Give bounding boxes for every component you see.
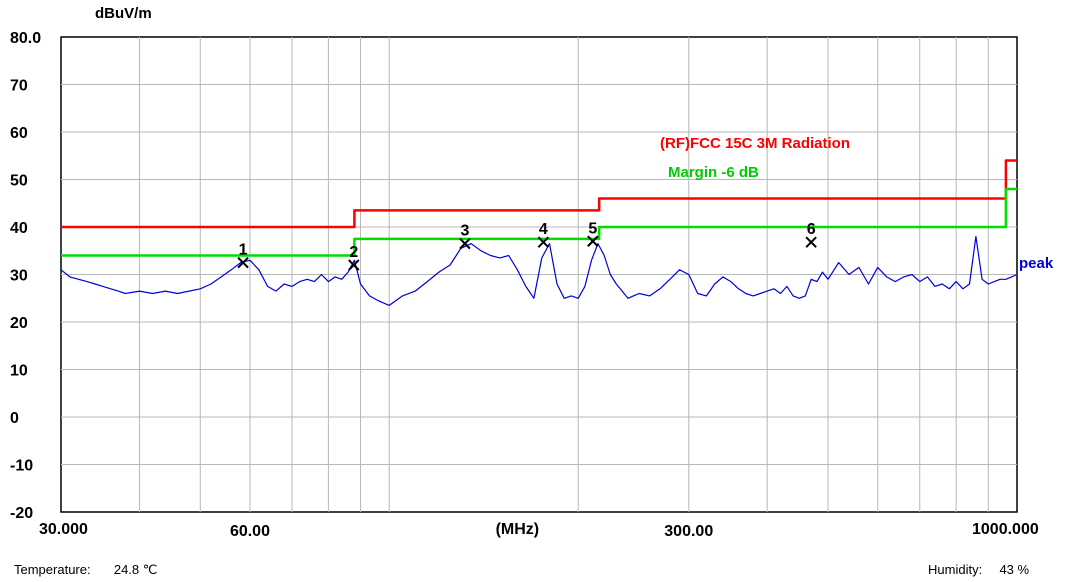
marker-label: 4 bbox=[539, 221, 548, 238]
y-tick-label: 30 bbox=[10, 268, 28, 285]
marker-6: 6 bbox=[805, 221, 817, 248]
marker-cross bbox=[348, 259, 360, 271]
y-tick-label: 70 bbox=[10, 78, 28, 95]
series-margin-6-db bbox=[61, 187, 1017, 257]
markers-group: 1 2 3 4 5 6 bbox=[237, 220, 817, 271]
marker-cross bbox=[805, 236, 817, 248]
y-tick-label: 40 bbox=[10, 220, 28, 237]
marker-cross bbox=[237, 256, 249, 269]
legend-limit-label: (RF)FCC 15C 3M Radiation bbox=[660, 135, 850, 152]
series-peak bbox=[60, 235, 1018, 306]
temperature-label: Temperature: bbox=[14, 562, 91, 577]
marker-label: 5 bbox=[588, 220, 597, 237]
y-tick-label: 10 bbox=[10, 363, 28, 380]
y-tick-label: 20 bbox=[10, 315, 28, 332]
series-group bbox=[60, 159, 1018, 306]
legend-margin-label: Margin -6 dB bbox=[668, 164, 759, 181]
series-rf-fcc-15c-3m-radiation bbox=[61, 159, 1017, 229]
x-tick-label: (MHz) bbox=[496, 521, 540, 538]
marker-4: 4 bbox=[537, 221, 550, 248]
x-tick-label: 1000.000 bbox=[972, 521, 1039, 538]
y-tick-label: 80.0 bbox=[10, 30, 41, 47]
marker-cross bbox=[537, 236, 550, 248]
y-unit-label: dBuV/m bbox=[95, 5, 152, 22]
marker-5: 5 bbox=[587, 220, 599, 247]
grid bbox=[61, 37, 1017, 512]
marker-label: 6 bbox=[807, 221, 816, 238]
marker-label: 3 bbox=[460, 223, 469, 240]
marker-label: 1 bbox=[239, 242, 248, 259]
marker-2: 2 bbox=[348, 244, 360, 271]
marker-cross bbox=[459, 237, 471, 250]
humidity-value: 43 % bbox=[999, 562, 1030, 577]
x-tick-label: 60.00 bbox=[230, 523, 270, 540]
y-tick-label: -10 bbox=[10, 458, 33, 475]
temperature-readout: Temperature: 24.8 ℃ bbox=[14, 562, 157, 578]
y-tick-label: 0 bbox=[10, 410, 19, 427]
marker-cross bbox=[587, 235, 599, 247]
y-axis-ticks: 80.0 70 60 50 40 30 20 10 0 -10 -20 bbox=[10, 30, 41, 522]
y-tick-label: -20 bbox=[10, 505, 33, 522]
y-tick-label: 50 bbox=[10, 173, 28, 190]
temperature-value: 24.8 ℃ bbox=[113, 562, 158, 577]
marker-1: 1 bbox=[237, 242, 249, 269]
x-tick-label: 300.00 bbox=[664, 523, 713, 540]
x-axis-ticks: 30.000 60.00 (MHz) 300.00 1000.000 bbox=[39, 521, 1039, 540]
peak-series-label: peak bbox=[1019, 255, 1054, 272]
marker-3: 3 bbox=[459, 223, 471, 250]
x-tick-label: 30.000 bbox=[39, 521, 88, 538]
y-tick-label: 60 bbox=[10, 125, 28, 142]
humidity-readout: Humidity: 43 % bbox=[928, 562, 1029, 577]
marker-label: 2 bbox=[349, 244, 358, 261]
humidity-label: Humidity: bbox=[928, 562, 983, 577]
